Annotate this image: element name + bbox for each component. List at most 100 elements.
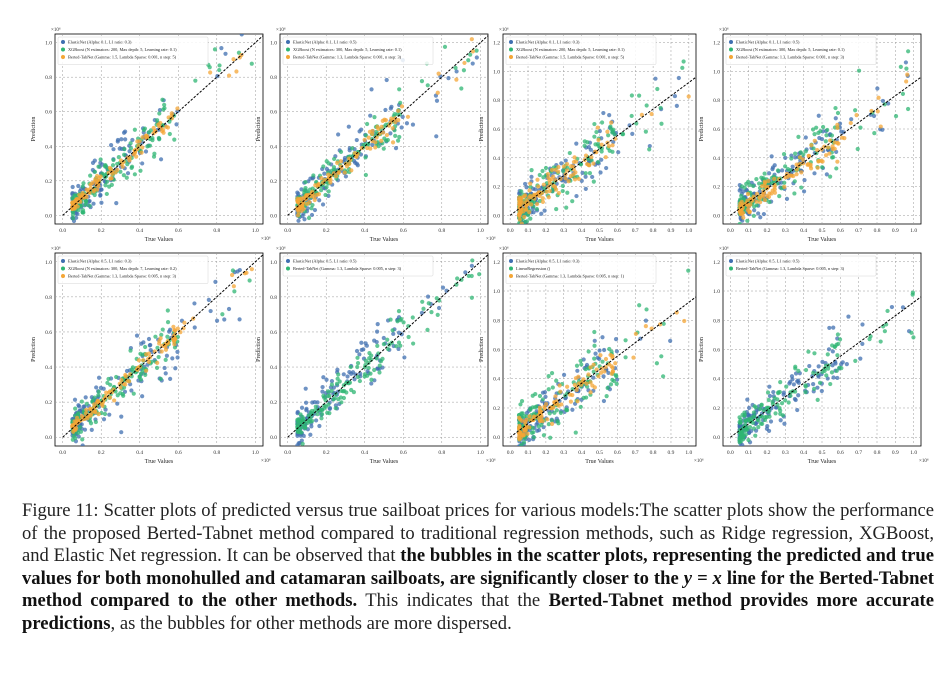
data-point <box>397 87 402 92</box>
data-point <box>354 348 360 354</box>
data-point <box>598 353 603 358</box>
data-point <box>835 353 840 358</box>
data-point <box>137 139 142 144</box>
data-point <box>835 159 840 164</box>
legend-label: Berted-TabNet (Gamma: 1.5, Lambda Sparse… <box>516 55 625 61</box>
data-point <box>138 168 143 173</box>
data-point <box>312 207 318 213</box>
data-point <box>601 398 607 404</box>
data-point <box>140 145 145 150</box>
data-point <box>825 352 830 357</box>
data-point <box>744 181 749 186</box>
data-point <box>369 87 374 92</box>
data-point <box>637 93 642 98</box>
data-point <box>144 352 149 357</box>
data-point <box>365 145 370 151</box>
data-point <box>840 360 845 365</box>
data-point <box>587 171 593 176</box>
data-point <box>576 374 581 379</box>
data-point <box>578 358 583 364</box>
x-tick-label: 0.4 <box>136 228 143 234</box>
data-point <box>783 398 788 403</box>
data-point <box>540 168 545 174</box>
data-point <box>362 137 367 142</box>
data-point <box>523 207 529 212</box>
data-point <box>119 378 124 383</box>
data-point <box>469 295 474 300</box>
caption-text-3: , as the bubbles for other methods are m… <box>110 612 512 634</box>
x-tick-label: 0.2 <box>98 450 105 456</box>
data-point <box>99 200 104 205</box>
data-point <box>551 174 556 179</box>
data-point <box>825 127 830 133</box>
data-point <box>477 22 481 26</box>
data-point <box>115 393 120 398</box>
data-point <box>882 329 887 334</box>
data-point <box>395 112 400 117</box>
y-tick-label: 0.8 <box>713 318 720 324</box>
data-point <box>767 199 772 205</box>
data-point <box>803 135 808 140</box>
x-tick-label: 0.4 <box>578 450 585 456</box>
data-point <box>339 166 344 171</box>
data-point <box>796 368 801 373</box>
data-point <box>96 389 101 394</box>
data-point <box>782 180 787 185</box>
x-axis-label: True Values <box>585 459 614 465</box>
data-point <box>793 366 798 371</box>
data-point <box>158 120 163 126</box>
data-point <box>375 366 380 371</box>
data-point <box>426 301 431 306</box>
data-point <box>556 164 561 170</box>
data-point <box>231 284 236 289</box>
points-layer <box>516 59 691 224</box>
y-tick-label: 0.4 <box>270 144 277 150</box>
data-point <box>523 181 528 187</box>
legend-marker <box>509 274 513 278</box>
data-point <box>123 137 128 142</box>
data-point <box>94 385 99 390</box>
data-point <box>419 310 425 315</box>
data-point <box>384 132 389 138</box>
data-point <box>739 193 744 198</box>
data-point <box>582 143 587 149</box>
data-point <box>546 421 551 427</box>
data-point <box>773 411 778 416</box>
data-point <box>304 194 309 199</box>
data-point <box>355 374 361 380</box>
data-point <box>533 187 538 192</box>
data-point <box>519 445 521 446</box>
data-point <box>634 121 639 126</box>
data-point <box>839 129 844 134</box>
data-point <box>856 68 862 73</box>
data-point <box>317 423 322 429</box>
data-point <box>623 355 628 360</box>
data-point <box>593 142 598 147</box>
data-point <box>300 441 305 446</box>
data-point <box>167 329 172 334</box>
data-point <box>741 189 746 194</box>
x-multiplier: ×10⁶ <box>486 458 496 464</box>
data-point <box>222 317 227 322</box>
data-point <box>335 160 340 165</box>
data-point <box>784 384 789 389</box>
data-point <box>326 389 331 394</box>
data-point <box>886 101 891 106</box>
data-point <box>560 183 565 189</box>
data-point <box>681 59 686 64</box>
legend-box <box>505 36 657 65</box>
legend-marker <box>509 266 513 271</box>
data-point <box>374 129 379 135</box>
data-point <box>875 109 880 114</box>
data-point <box>139 371 144 376</box>
y-tick-label: 1.0 <box>270 260 277 266</box>
data-point <box>319 176 324 181</box>
data-point <box>799 170 804 175</box>
data-point <box>772 163 777 168</box>
data-point <box>793 151 798 156</box>
legend-label: ElasticNet (Alpha: 0.5, L1 ratio: 0.3) <box>68 259 132 265</box>
data-point <box>474 48 479 53</box>
data-point <box>584 381 589 386</box>
data-point <box>111 157 116 163</box>
data-point <box>108 176 113 181</box>
